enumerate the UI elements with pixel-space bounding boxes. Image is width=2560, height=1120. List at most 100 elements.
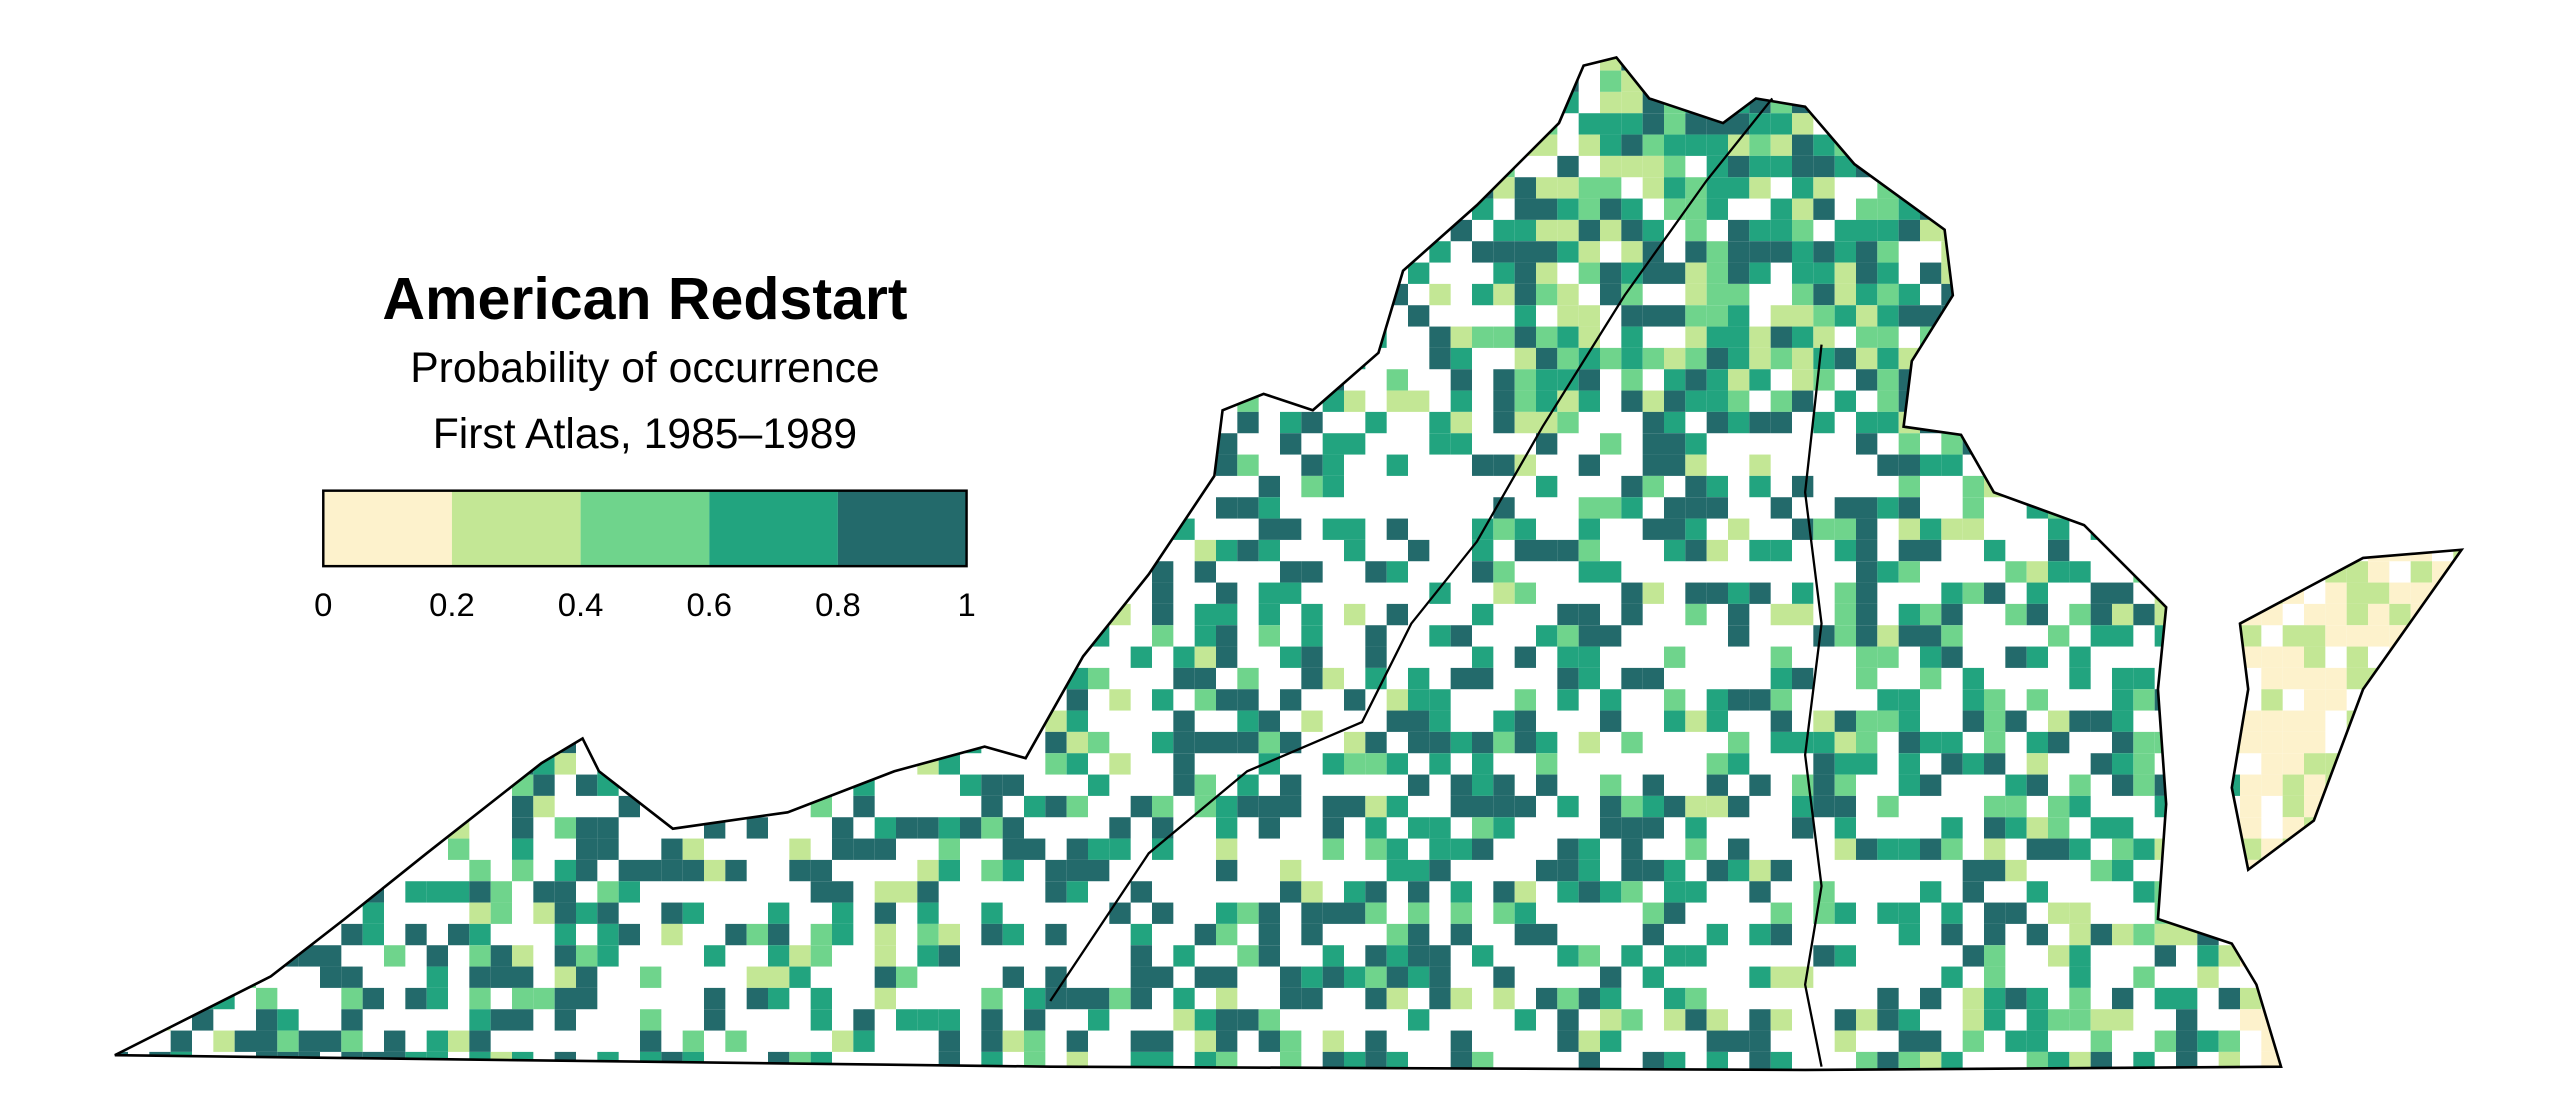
grid-cell bbox=[2197, 475, 2219, 498]
grid-cell bbox=[1194, 539, 1216, 562]
grid-cell bbox=[2410, 774, 2432, 796]
grid-cell bbox=[1024, 1030, 1046, 1052]
grid-cell bbox=[1834, 390, 1856, 412]
grid-cell bbox=[1984, 710, 2006, 732]
grid-cell bbox=[1962, 987, 1984, 1010]
grid-cell bbox=[832, 902, 854, 924]
grid-cell bbox=[2410, 283, 2432, 306]
grid-cell bbox=[1322, 134, 1344, 156]
grid-cell bbox=[2346, 411, 2368, 434]
grid-cell bbox=[1493, 91, 1515, 114]
grid-cell bbox=[618, 70, 640, 92]
grid-cell bbox=[341, 881, 363, 903]
grid-cell bbox=[2026, 390, 2048, 412]
grid-cell bbox=[554, 241, 576, 263]
grid-cell bbox=[2240, 987, 2262, 1010]
grid-cell bbox=[1152, 475, 1174, 498]
grid-cell bbox=[981, 497, 1003, 519]
grid-cell bbox=[1834, 347, 1856, 370]
grid-cell bbox=[2346, 881, 2368, 903]
grid-cell bbox=[2389, 987, 2411, 1010]
grid-cell bbox=[2112, 667, 2134, 690]
grid-cell bbox=[853, 219, 875, 242]
grid-cell bbox=[1216, 966, 1238, 988]
grid-cell bbox=[2069, 70, 2091, 92]
grid-cell bbox=[1685, 369, 1707, 391]
grid-cell bbox=[725, 923, 747, 946]
grid-cell bbox=[874, 625, 896, 647]
grid-cell bbox=[981, 561, 1003, 583]
grid-cell bbox=[2261, 305, 2283, 327]
grid-cell bbox=[384, 91, 406, 114]
grid-cell bbox=[1536, 70, 1558, 92]
grid-cell bbox=[1685, 347, 1707, 370]
grid-cell bbox=[1109, 987, 1131, 1010]
grid-cell bbox=[533, 1073, 554, 1094]
grid-cell bbox=[2368, 390, 2390, 412]
grid-cell bbox=[1450, 923, 1472, 946]
grid-cell bbox=[2410, 667, 2432, 690]
grid-cell bbox=[533, 155, 555, 178]
grid-cell bbox=[362, 390, 384, 412]
grid-cell bbox=[1770, 689, 1792, 711]
grid-cell bbox=[746, 667, 768, 690]
grid-cell bbox=[768, 923, 790, 946]
grid-cell bbox=[2048, 219, 2070, 242]
grid-cell bbox=[469, 1051, 491, 1070]
grid-cell bbox=[2389, 497, 2411, 519]
grid-cell bbox=[618, 881, 640, 903]
grid-cell bbox=[405, 1051, 427, 1070]
grid-cell bbox=[1194, 113, 1216, 135]
grid-cell bbox=[2005, 241, 2027, 263]
grid-cell bbox=[2112, 859, 2134, 882]
grid-cell bbox=[1749, 411, 1771, 434]
grid-cell bbox=[1984, 198, 2006, 220]
grid-cell bbox=[1557, 326, 1579, 348]
grid-cell bbox=[1237, 369, 1259, 391]
grid-cell bbox=[1173, 1009, 1195, 1031]
grid-cell bbox=[362, 689, 384, 711]
grid-cell bbox=[2368, 795, 2390, 818]
grid-cell bbox=[256, 57, 278, 71]
grid-cell bbox=[256, 689, 278, 711]
grid-cell bbox=[2282, 497, 2304, 519]
grid-cell bbox=[128, 731, 150, 754]
grid-cell bbox=[2432, 283, 2454, 306]
grid-cell bbox=[2218, 113, 2240, 135]
grid-cell bbox=[2154, 219, 2176, 242]
grid-cell bbox=[789, 625, 811, 647]
grid-cell bbox=[1984, 390, 2006, 412]
grid-cell bbox=[2005, 57, 2027, 71]
grid-cell bbox=[1237, 1073, 1258, 1094]
grid-cell bbox=[2154, 945, 2176, 967]
grid-cell bbox=[1898, 689, 1920, 711]
grid-cell bbox=[170, 91, 192, 114]
grid-cell bbox=[1621, 859, 1643, 882]
grid-cell bbox=[2261, 433, 2283, 455]
grid-cell bbox=[1685, 433, 1707, 455]
grid-cell bbox=[2325, 881, 2347, 903]
grid-cell bbox=[1066, 539, 1088, 562]
grid-cell bbox=[597, 902, 619, 924]
grid-cell bbox=[1877, 689, 1899, 711]
grid-cell bbox=[917, 923, 939, 946]
grid-cell bbox=[1450, 134, 1472, 156]
grid-cell bbox=[469, 859, 491, 882]
grid-cell bbox=[1621, 70, 1643, 92]
grid-cell bbox=[1237, 539, 1259, 562]
grid-cell bbox=[320, 859, 342, 882]
grid-cell bbox=[1792, 390, 1814, 412]
grid-cell bbox=[1557, 390, 1579, 412]
grid-cell bbox=[128, 177, 150, 199]
grid-cell bbox=[1557, 198, 1579, 220]
grid-cell bbox=[234, 475, 256, 498]
grid-cell bbox=[1429, 838, 1451, 860]
grid-cell bbox=[1536, 753, 1558, 775]
grid-cell bbox=[1472, 838, 1494, 860]
grid-cell bbox=[2389, 923, 2411, 946]
grid-cell bbox=[1194, 625, 1216, 647]
grid-cell bbox=[2389, 70, 2411, 92]
grid-cell bbox=[1685, 177, 1707, 199]
grid-cell bbox=[789, 838, 811, 860]
grid-cell bbox=[554, 817, 576, 839]
